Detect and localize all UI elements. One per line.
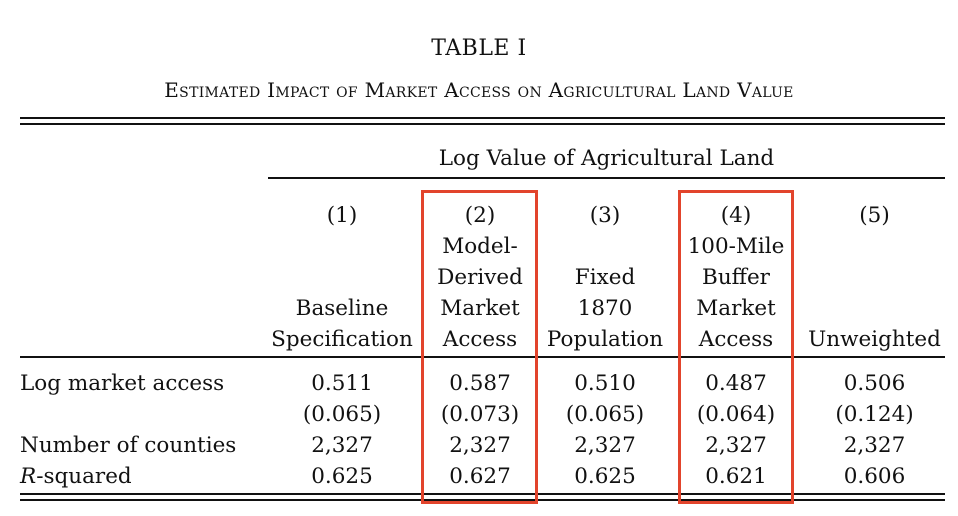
row-label-log-market-access: Log market access xyxy=(20,371,225,396)
table-cell: 0.606 xyxy=(843,464,906,489)
data-column-4: 0.487 (0.064) 2,327 0.621 xyxy=(680,368,792,492)
table-cell: 0.625 xyxy=(574,464,636,489)
column-label-line: Buffer xyxy=(702,265,770,290)
column-label-line: Specification xyxy=(271,327,413,352)
data-column-5: 0.506 (0.124) 2,327 0.606 xyxy=(802,368,947,492)
highlight-box-column-2 xyxy=(421,190,538,504)
table-cell: 0.506 xyxy=(843,371,906,396)
column-label-line: Model- xyxy=(442,234,518,259)
r-squared-rest: -squared xyxy=(36,464,132,489)
column-header-3: (3) Fixed 1870 Population xyxy=(540,200,670,355)
table-cell: 2,327 xyxy=(843,433,906,458)
table-cell: (0.064) xyxy=(696,402,776,427)
table-cell: (0.065) xyxy=(565,402,645,427)
r-italic: R xyxy=(20,464,37,489)
column-header-1: (1) Baseline Specification xyxy=(268,200,416,355)
highlight-box-column-4 xyxy=(678,190,794,504)
column-label-line: Fixed xyxy=(574,265,636,290)
table-subtitle: Estimated Impact of Market Access on Agr… xyxy=(164,78,794,102)
column-label-line: 100-Mile xyxy=(687,234,785,259)
table-cell: 0.621 xyxy=(705,464,767,489)
column-label-line: Derived xyxy=(437,265,523,290)
column-label-line: Population xyxy=(546,327,664,352)
column-number: (2) xyxy=(464,203,496,228)
table-cell: 2,327 xyxy=(311,433,373,458)
table-cell: 2,327 xyxy=(705,433,767,458)
column-header-2: (2) Model- Derived Market Access xyxy=(424,200,536,355)
table-cell: 0.510 xyxy=(574,371,636,396)
column-header-5: (5) Unweighted xyxy=(802,200,947,355)
row-label-r-squared: R-squared xyxy=(20,461,132,492)
table-cell: 2,327 xyxy=(574,433,636,458)
column-label-line: Unweighted xyxy=(808,327,941,352)
table-cell: 0.487 xyxy=(705,371,767,396)
table-cell: 2,327 xyxy=(449,433,511,458)
data-column-1: 0.511 (0.065) 2,327 0.625 xyxy=(268,368,416,492)
panel-header-rule xyxy=(268,177,945,179)
data-column-3: 0.510 (0.065) 2,327 0.625 xyxy=(540,368,670,492)
panel-header: Log Value of Agricultural Land xyxy=(438,146,775,171)
column-label-line: Market xyxy=(696,296,776,321)
data-column-2: 0.587 (0.073) 2,327 0.627 xyxy=(424,368,536,492)
table-cell: 0.627 xyxy=(449,464,511,489)
bottom-rule-2 xyxy=(20,499,945,501)
column-number: (5) xyxy=(859,203,890,228)
header-rule xyxy=(20,356,945,358)
row-label-number-of-counties: Number of counties xyxy=(20,433,237,458)
table-cell: 0.625 xyxy=(311,464,373,489)
top-rule-2 xyxy=(20,123,945,125)
column-label-line: Access xyxy=(442,327,518,352)
column-number: (3) xyxy=(589,203,621,228)
table-cell: (0.124) xyxy=(835,402,914,427)
bottom-rule-1 xyxy=(20,493,945,495)
column-header-4: (4) 100-Mile Buffer Market Access xyxy=(680,200,792,355)
table-cell: 0.511 xyxy=(311,371,373,396)
table-cell: (0.073) xyxy=(440,402,520,427)
table-title: TABLE I xyxy=(431,36,527,61)
table-cell: 0.587 xyxy=(449,371,511,396)
table-cell: (0.065) xyxy=(302,402,382,427)
column-label-line: Market xyxy=(440,296,520,321)
column-label-line: Access xyxy=(698,327,774,352)
column-number: (1) xyxy=(326,203,358,228)
column-number: (4) xyxy=(720,203,752,228)
column-label-line: 1870 xyxy=(577,296,633,321)
column-label-line: Baseline xyxy=(295,296,389,321)
top-rule-1 xyxy=(20,117,945,119)
